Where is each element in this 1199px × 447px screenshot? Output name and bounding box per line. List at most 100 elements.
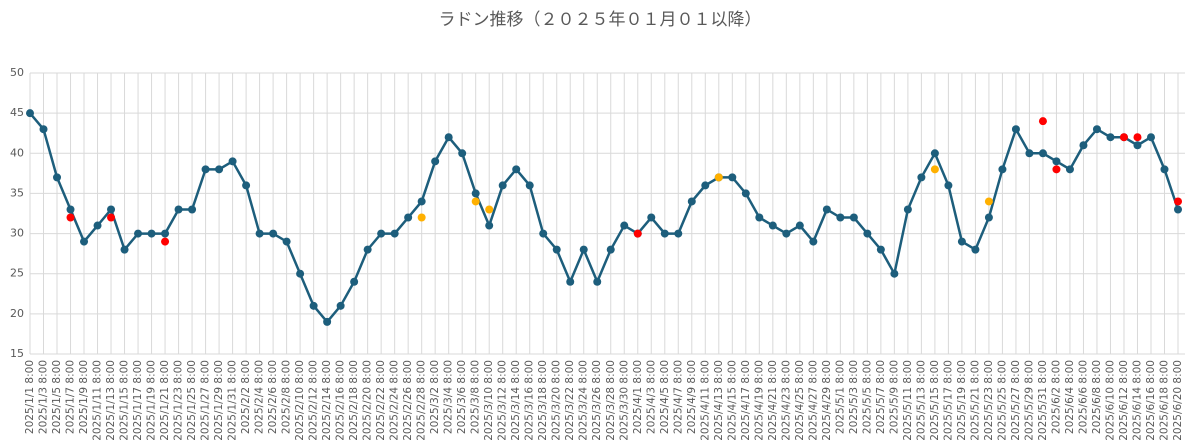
data-point <box>606 245 615 254</box>
data-point <box>579 245 588 254</box>
data-point <box>39 125 48 134</box>
data-point <box>66 205 75 214</box>
data-point <box>336 301 345 310</box>
data-point <box>876 245 885 254</box>
x-tick-label: 2025/3/4 8:00 <box>443 360 455 434</box>
data-point <box>566 277 575 286</box>
x-tick-label: 2025/2/28 8:00 <box>416 360 428 441</box>
data-point <box>282 237 291 246</box>
data-point <box>998 165 1007 174</box>
highlight-point <box>161 237 170 246</box>
x-tick-label: 2025/2/4 8:00 <box>254 360 266 434</box>
data-point <box>728 173 737 182</box>
x-tick-label: 2025/6/10 8:00 <box>1104 360 1116 441</box>
data-point <box>687 197 696 206</box>
x-tick-label: 2025/2/18 8:00 <box>348 360 360 441</box>
x-tick-label: 2025/3/18 8:00 <box>537 360 549 441</box>
x-tick-label: 2025/6/6 8:00 <box>1077 360 1089 434</box>
x-tick-label: 2025/6/14 8:00 <box>1131 360 1143 441</box>
x-tick-label: 2025/5/31 8:00 <box>1037 360 1049 441</box>
data-point <box>147 229 156 238</box>
x-tick-label: 2025/5/23 8:00 <box>983 360 995 441</box>
x-tick-label: 2025/5/19 8:00 <box>956 360 968 441</box>
x-tick-label: 2025/2/6 8:00 <box>267 360 279 434</box>
x-tick-label: 2025/5/29 8:00 <box>1023 360 1035 441</box>
data-point <box>930 149 939 158</box>
data-point <box>1174 205 1182 214</box>
x-tick-label: 2025/3/6 8:00 <box>456 360 468 434</box>
data-point <box>404 213 413 222</box>
data-point <box>593 277 602 286</box>
x-tick-label: 2025/5/5 8:00 <box>861 360 873 434</box>
x-tick-label: 2025/1/31 8:00 <box>227 360 239 441</box>
data-point <box>917 173 926 182</box>
data-point <box>822 205 831 214</box>
x-tick-label: 2025/2/12 8:00 <box>308 360 320 441</box>
data-point <box>323 317 332 326</box>
highlight-point <box>107 213 116 222</box>
data-point <box>498 181 507 190</box>
data-point <box>984 213 993 222</box>
data-point <box>620 221 629 230</box>
x-tick-label: 2025/5/1 8:00 <box>834 360 846 434</box>
data-point <box>863 229 872 238</box>
x-tick-label: 2025/5/9 8:00 <box>888 360 900 434</box>
data-point <box>836 213 845 222</box>
highlight-point <box>930 165 939 174</box>
data-point <box>390 229 399 238</box>
data-point <box>215 165 224 174</box>
data-point <box>552 245 561 254</box>
x-tick-label: 2025/4/7 8:00 <box>672 360 684 434</box>
x-tick-label: 2025/4/11 8:00 <box>699 360 711 441</box>
data-point <box>512 165 521 174</box>
data-point <box>701 181 710 190</box>
x-tick-label: 2025/1/11 8:00 <box>92 360 104 441</box>
x-tick-label: 2025/3/30 8:00 <box>618 360 630 441</box>
x-tick-label: 2025/3/20 8:00 <box>551 360 563 441</box>
x-tick-label: 2025/1/17 8:00 <box>132 360 144 441</box>
x-tick-label: 2025/2/10 8:00 <box>294 360 306 441</box>
x-tick-label: 2025/6/18 8:00 <box>1158 360 1170 441</box>
x-tick-label: 2025/1/5 8:00 <box>51 360 63 434</box>
data-point <box>782 229 791 238</box>
x-tick-label: 2025/4/27 8:00 <box>807 360 819 441</box>
highlight-point <box>1119 133 1128 142</box>
y-tick-label: 20 <box>10 307 24 320</box>
x-tick-label: 2025/2/24 8:00 <box>389 360 401 441</box>
data-point <box>944 181 953 190</box>
x-tick-label: 2025/4/19 8:00 <box>753 360 765 441</box>
data-point <box>161 229 170 238</box>
y-tick-label: 40 <box>10 146 24 159</box>
data-point <box>26 109 34 118</box>
x-tick-label: 2025/4/21 8:00 <box>767 360 779 441</box>
data-point <box>93 221 102 230</box>
x-tick-label: 2025/5/13 8:00 <box>915 360 927 441</box>
highlight-point <box>1052 165 1061 174</box>
data-point <box>309 301 318 310</box>
data-point <box>255 229 264 238</box>
highlight-point <box>984 197 993 206</box>
x-tick-label: 2025/2/8 8:00 <box>281 360 293 434</box>
y-tick-label: 25 <box>10 267 24 280</box>
x-tick-label: 2025/1/13 8:00 <box>105 360 117 441</box>
y-tick-label: 45 <box>10 106 24 119</box>
data-point <box>755 213 764 222</box>
x-tick-label: 2025/4/23 8:00 <box>780 360 792 441</box>
data-point <box>1146 133 1155 142</box>
data-point <box>849 213 858 222</box>
data-point <box>458 149 467 158</box>
highlight-point <box>1038 117 1047 126</box>
x-tick-label: 2025/6/2 8:00 <box>1050 360 1062 434</box>
x-tick-label: 2025/4/15 8:00 <box>726 360 738 441</box>
data-point <box>741 189 750 198</box>
x-tick-label: 2025/1/29 8:00 <box>213 360 225 441</box>
x-tick-label: 2025/4/13 8:00 <box>713 360 725 441</box>
x-tick-label: 2025/5/21 8:00 <box>969 360 981 441</box>
data-point <box>1079 141 1088 150</box>
y-tick-label: 15 <box>10 347 24 360</box>
data-point <box>377 229 386 238</box>
x-tick-label: 2025/4/17 8:00 <box>740 360 752 441</box>
data-point <box>471 189 480 198</box>
x-tick-label: 2025/1/3 8:00 <box>38 360 50 434</box>
